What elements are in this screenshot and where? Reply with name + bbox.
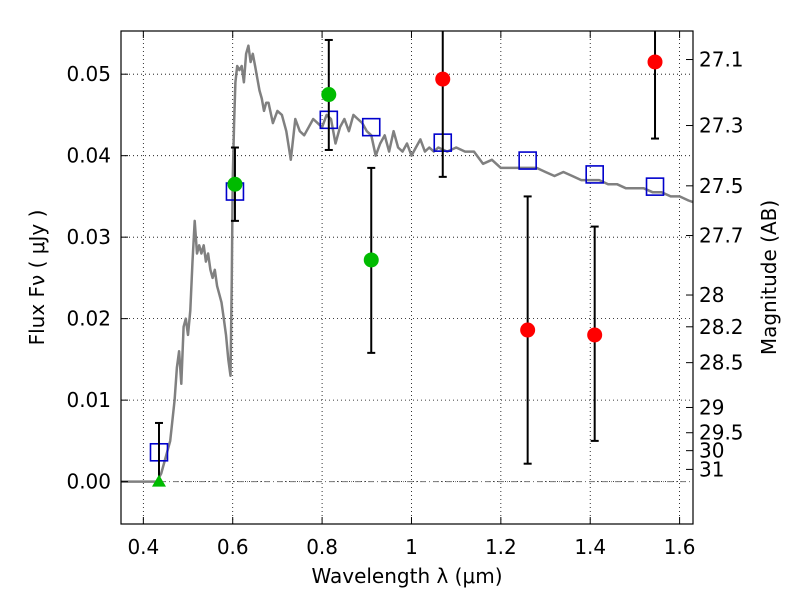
right-tick-label: 27.1 xyxy=(699,48,744,72)
x-tick-label: 1.2 xyxy=(485,535,517,559)
plot-frame xyxy=(120,30,694,525)
x-tick-label: 1.4 xyxy=(574,535,606,559)
model-photometry-square xyxy=(585,165,604,184)
model-sed-line xyxy=(121,44,693,483)
y-tick-label: 0.04 xyxy=(66,144,111,168)
model-photometry-square xyxy=(361,117,381,137)
right-tick-label: 27.3 xyxy=(699,114,744,138)
right-tick-label: 31 xyxy=(699,457,724,481)
right-tick-label: 27.5 xyxy=(699,174,744,198)
x-tick-label: 1.6 xyxy=(664,535,696,559)
detection-point xyxy=(227,176,243,192)
model-photometry-square xyxy=(645,177,665,196)
y-tick-label: 0.01 xyxy=(66,388,111,412)
plot-area xyxy=(121,31,693,487)
upper-limit-point xyxy=(587,327,603,343)
detection-point xyxy=(321,87,337,103)
x-tick-label: 0.4 xyxy=(127,535,159,559)
upper-limit-point xyxy=(520,322,536,338)
x-tick-label: 1 xyxy=(405,535,418,559)
right-tick-label: 28.2 xyxy=(699,315,744,339)
right-tick-label: 28 xyxy=(699,283,724,307)
upper-limit-point xyxy=(647,54,663,70)
y-tick-label: 0.00 xyxy=(66,470,111,494)
upper-limit-point xyxy=(435,71,451,87)
x-tick-label: 0.6 xyxy=(217,535,249,559)
right-tick-label: 30 xyxy=(699,439,724,463)
model-photometry-square xyxy=(518,151,537,170)
detection-point xyxy=(363,252,379,268)
x-axis-label: Wavelength λ (μm) xyxy=(311,564,502,588)
right-tick-label: 29 xyxy=(699,395,724,419)
grid xyxy=(121,31,693,524)
right-tick-label: 29.5 xyxy=(699,421,744,445)
axis-ticks xyxy=(121,31,693,524)
y-axis-label: Flux Fν ( μJy ) xyxy=(25,210,49,346)
non-detection-triangle xyxy=(151,474,166,487)
y-tick-label: 0.02 xyxy=(66,307,111,331)
right-axis-label: Magnitude (AB) xyxy=(757,200,781,355)
y-tick-label: 0.05 xyxy=(66,62,111,86)
y-tick-label: 0.03 xyxy=(66,225,111,249)
right-tick-label: 28.5 xyxy=(699,351,744,375)
right-tick-label: 27.7 xyxy=(699,224,744,248)
axis-labels: 0.4 0.6 0.8 1 1.2 1.4 1.6 0.00 0.01 0.02 0.03 0.04 0… xyxy=(25,48,781,588)
x-tick-label: 0.8 xyxy=(306,535,338,559)
